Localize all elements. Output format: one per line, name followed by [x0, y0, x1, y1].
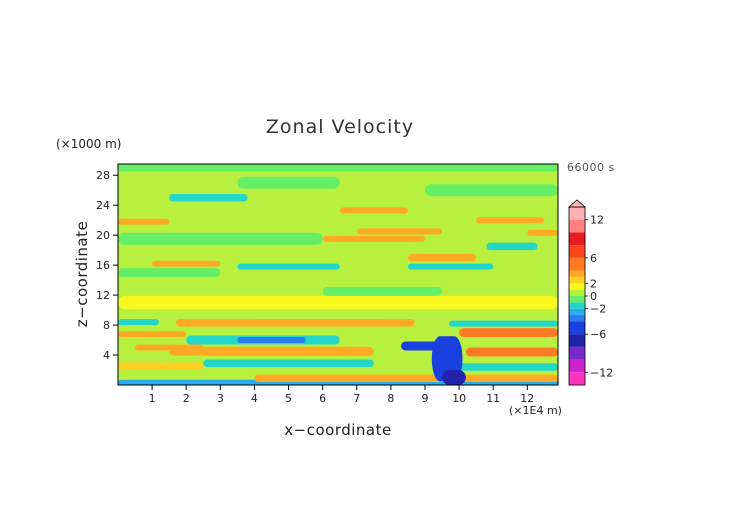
colorbar-swatch-12: [569, 270, 585, 277]
colorbar-swatch-9: [569, 289, 585, 296]
velocity-band-30: [118, 218, 170, 225]
velocity-band-31: [339, 207, 408, 214]
velocity-band-22: [237, 263, 340, 270]
velocity-band-28: [118, 232, 323, 245]
velocity-band-36: [118, 164, 558, 172]
y-tick-label: 28: [96, 169, 110, 182]
velocity-band-4: [169, 346, 374, 356]
velocity-band-11: [459, 328, 558, 338]
velocity-band-14: [459, 363, 558, 371]
velocity-band-26: [322, 235, 425, 242]
velocity-band-2: [118, 362, 204, 371]
colorbar-swatch-17: [569, 207, 585, 220]
colorbar-extend-arrow: [567, 199, 587, 208]
colorbar-swatch-15: [569, 232, 585, 246]
colorbar-swatch-7: [569, 302, 585, 309]
x-axis-unit: (×1E4 m): [509, 404, 562, 417]
y-axis-unit: (×1000 m): [56, 137, 122, 151]
x-tick-label: 2: [183, 392, 190, 405]
velocity-band-13: [465, 347, 558, 357]
x-tick-label: 6: [319, 392, 326, 405]
velocity-band-17: [442, 370, 466, 385]
velocity-band-7: [237, 337, 306, 344]
x-tick-label: 11: [486, 392, 500, 405]
chart-title: Zonal Velocity: [265, 116, 415, 138]
velocity-band-20: [118, 268, 221, 278]
colorbar-swatch-16: [569, 219, 585, 233]
velocity-band-5: [135, 344, 204, 351]
colorbar-tick-label: 12: [590, 214, 604, 227]
velocity-band-27: [356, 228, 443, 235]
x-tick-label: 3: [217, 392, 224, 405]
velocity-band-24: [407, 253, 477, 262]
y-tick-label: 4: [103, 349, 110, 362]
x-tick-label: 9: [421, 392, 428, 405]
colorbar-swatch-13: [569, 257, 585, 271]
velocity-band-23: [407, 263, 494, 270]
colorbar-tick-label: −6: [590, 328, 606, 341]
velocity-band-3: [203, 359, 374, 368]
y-tick-label: 24: [96, 199, 110, 212]
plot-frame: [117, 163, 559, 386]
y-tick-label: 8: [103, 319, 110, 332]
colorbar-swatch-4: [569, 321, 585, 335]
colorbar-tick-label: 2: [590, 277, 597, 290]
velocity-band-32: [476, 217, 545, 224]
velocity-band-18: [118, 295, 558, 310]
velocity-band-9: [175, 319, 415, 327]
velocity-band-12: [448, 320, 558, 327]
x-tick-label: 1: [149, 392, 156, 405]
colorbar-swatch-3: [569, 334, 585, 347]
colorbar-swatch-0: [569, 372, 585, 385]
x-axis-label: x−coordinate: [284, 421, 392, 439]
velocity-band-25: [486, 242, 538, 251]
velocity-band-33: [169, 193, 248, 202]
x-tick-label: 5: [285, 392, 292, 405]
x-tick-label: 8: [387, 392, 394, 405]
colorbar-swatch-11: [569, 276, 585, 284]
velocity-band-35: [424, 184, 558, 197]
velocity-band-19: [322, 286, 443, 296]
colorbar-swatch-14: [569, 245, 585, 258]
velocity-band-8: [118, 331, 187, 338]
colorbar-swatch-6: [569, 308, 585, 316]
x-tick-label: 12: [520, 392, 534, 405]
x-tick-label: 4: [251, 392, 258, 405]
velocity-band-10: [118, 319, 159, 326]
x-tick-label: 7: [353, 392, 360, 405]
y-tick-label: 16: [96, 259, 110, 272]
velocity-band-1: [254, 374, 558, 383]
x-tick-label: 10: [452, 392, 466, 405]
y-tick-label: 12: [96, 289, 110, 302]
velocity-band-34: [237, 176, 340, 189]
time-label: 66000 s: [567, 161, 615, 174]
y-tick-label: 20: [96, 229, 110, 242]
colorbar-tick-label: 0: [590, 290, 597, 303]
colorbar-swatch-5: [569, 315, 585, 322]
colorbar-swatch-1: [569, 359, 585, 373]
velocity-band-29: [527, 229, 558, 236]
colorbar-swatch-10: [569, 283, 585, 290]
velocity-band-21: [152, 260, 221, 267]
colorbar-tick-label: 6: [590, 252, 597, 265]
colorbar-tick-label: −2: [590, 303, 606, 316]
colorbar-tick-label: −12: [590, 366, 613, 379]
colorbar-swatch-8: [569, 296, 585, 303]
colorbar-swatch-2: [569, 346, 585, 360]
